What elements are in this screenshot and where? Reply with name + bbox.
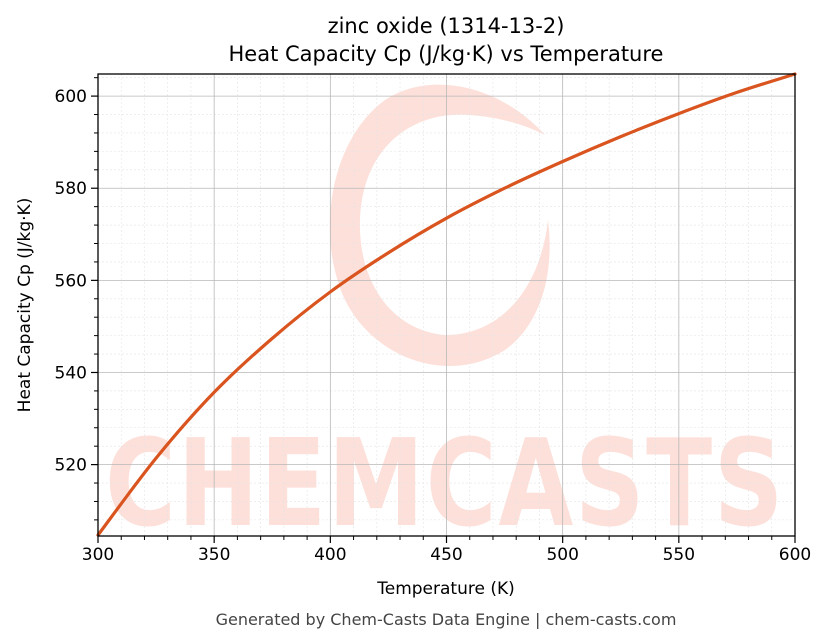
y-axis-label: Heat Capacity Cp (J/kg·K) bbox=[15, 198, 35, 413]
y-tick-label: 600 bbox=[55, 87, 87, 107]
ticks-layer: 300 350 400 450 500 550 600 520 540 560 580 600 bbox=[55, 77, 811, 565]
x-tick-label: 400 bbox=[314, 545, 346, 565]
watermark-text: CHEMCASTS bbox=[105, 415, 785, 554]
series-layer bbox=[96, 72, 797, 537]
y-tick-label: 580 bbox=[55, 179, 87, 199]
plot-frame bbox=[97, 73, 796, 537]
watermark: CHEMCASTS bbox=[105, 84, 785, 554]
x-tick-label: 550 bbox=[663, 545, 695, 565]
y-tick-label: 520 bbox=[55, 456, 87, 476]
x-tick-label: 600 bbox=[779, 545, 811, 565]
chart-title: zinc oxide (1314-13-2) bbox=[328, 14, 565, 38]
footer-credit: Generated by Chem-Casts Data Engine | ch… bbox=[216, 610, 677, 629]
x-tick-label: 500 bbox=[546, 545, 578, 565]
x-tick-label: 450 bbox=[430, 545, 462, 565]
chart-subtitle: Heat Capacity Cp (J/kg·K) vs Temperature bbox=[229, 42, 664, 66]
x-tick-label: 350 bbox=[198, 545, 230, 565]
series-line-cp bbox=[96, 72, 797, 537]
major-grid bbox=[97, 74, 796, 536]
y-tick-label: 560 bbox=[55, 271, 87, 291]
x-axis-label: Temperature (K) bbox=[376, 579, 515, 599]
x-tick-label: 300 bbox=[82, 545, 114, 565]
y-tick-label: 540 bbox=[55, 363, 87, 383]
